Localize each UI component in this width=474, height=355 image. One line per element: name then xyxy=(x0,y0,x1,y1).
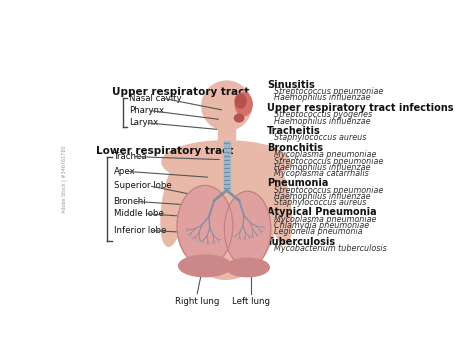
Text: Mycoplasma catarrhalis: Mycoplasma catarrhalis xyxy=(274,169,369,178)
Text: Mycoplasma pneumoniae: Mycoplasma pneumoniae xyxy=(274,151,376,159)
Text: Haemophilus influenzae: Haemophilus influenzae xyxy=(274,93,370,103)
Text: Left lung: Left lung xyxy=(232,297,271,306)
Text: Inferior lobe: Inferior lobe xyxy=(113,226,166,235)
FancyBboxPatch shape xyxy=(218,124,235,141)
FancyBboxPatch shape xyxy=(224,141,230,190)
Text: Trachea: Trachea xyxy=(113,152,147,161)
Text: Chlamydia pneumoniae: Chlamydia pneumoniae xyxy=(274,221,369,230)
Text: Superior lobe: Superior lobe xyxy=(113,181,171,190)
Text: Pneumonia: Pneumonia xyxy=(267,178,328,188)
Text: Haemophilus influenzae: Haemophilus influenzae xyxy=(274,192,370,201)
Text: Mycobacterium tuberculosis: Mycobacterium tuberculosis xyxy=(274,244,387,253)
Ellipse shape xyxy=(162,141,290,183)
Text: Staphylococcus aureus: Staphylococcus aureus xyxy=(274,198,366,207)
Text: Streptococcus pneumoniae: Streptococcus pneumoniae xyxy=(274,157,383,165)
Text: Tracheitis: Tracheitis xyxy=(267,126,321,136)
Text: Atypical Pneumonia: Atypical Pneumonia xyxy=(267,207,376,217)
Ellipse shape xyxy=(177,185,233,266)
Text: Right lung: Right lung xyxy=(175,297,219,306)
Ellipse shape xyxy=(175,144,276,279)
Ellipse shape xyxy=(224,191,271,267)
Text: Staphylococcus aureus: Staphylococcus aureus xyxy=(274,133,366,142)
Text: Adobe Stock | #346761780: Adobe Stock | #346761780 xyxy=(62,145,67,213)
Text: Streptococcus pyogenes: Streptococcus pyogenes xyxy=(274,110,372,119)
Ellipse shape xyxy=(179,255,231,277)
Ellipse shape xyxy=(267,164,292,244)
Ellipse shape xyxy=(235,94,246,108)
Text: Middle lobe: Middle lobe xyxy=(113,209,164,218)
Text: Legionella pneumonia: Legionella pneumonia xyxy=(274,228,363,236)
Text: Nasal cavity: Nasal cavity xyxy=(129,93,182,103)
Text: Upper respiratory tract infections: Upper respiratory tract infections xyxy=(267,103,454,113)
Text: Mycoplasma pneumoniae: Mycoplasma pneumoniae xyxy=(274,215,376,224)
Text: Bronchitis: Bronchitis xyxy=(267,143,323,153)
Text: Lower respiratory tract: Lower respiratory tract xyxy=(96,146,234,156)
Text: Streptococcus pneumoniae: Streptococcus pneumoniae xyxy=(274,87,383,96)
Text: Larynx: Larynx xyxy=(129,118,158,127)
Text: Haemophilus influenzae: Haemophilus influenzae xyxy=(274,116,370,126)
Text: Pharynx: Pharynx xyxy=(129,106,164,115)
Text: Upper respiratory tract: Upper respiratory tract xyxy=(112,87,249,97)
Text: Streptococcus pneumoniae: Streptococcus pneumoniae xyxy=(274,186,383,195)
Ellipse shape xyxy=(235,114,244,122)
Circle shape xyxy=(202,81,251,130)
Text: Tuberculosis: Tuberculosis xyxy=(267,237,336,247)
Text: Bronchi: Bronchi xyxy=(113,197,146,206)
Text: Sinusitis: Sinusitis xyxy=(267,80,315,89)
Ellipse shape xyxy=(226,258,269,277)
Text: Haemophilus influenzae: Haemophilus influenzae xyxy=(274,163,370,172)
Text: Apex: Apex xyxy=(113,167,135,176)
Ellipse shape xyxy=(161,162,187,246)
Ellipse shape xyxy=(235,93,252,116)
